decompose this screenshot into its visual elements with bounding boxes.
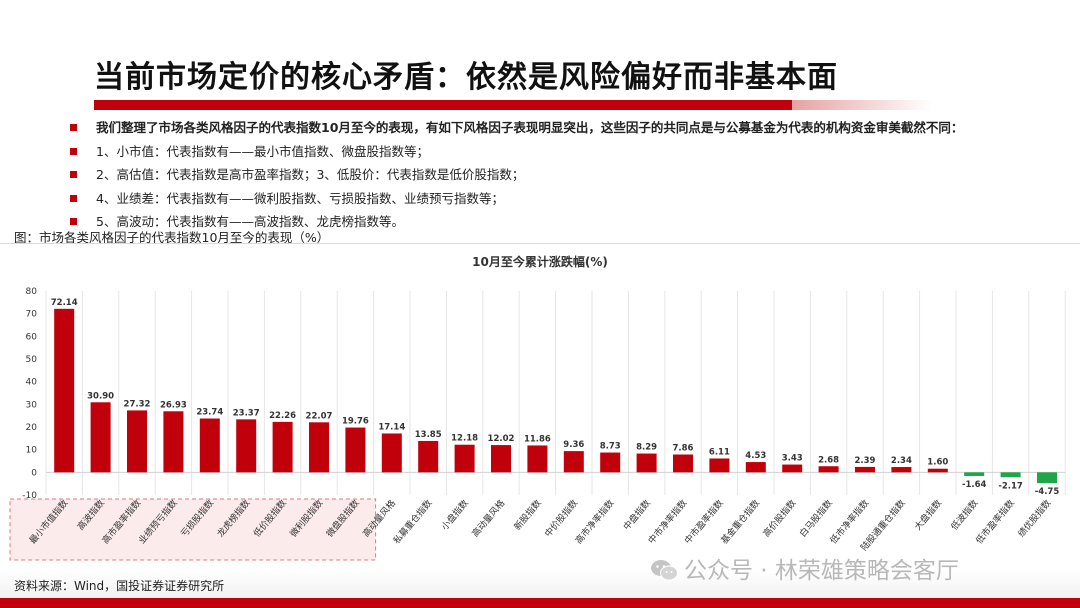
data-label: 8.73 [600, 442, 621, 452]
y-tick-label: -10 [22, 491, 37, 501]
data-label: 27.32 [124, 399, 151, 409]
data-label: 22.07 [306, 411, 333, 421]
bar [309, 422, 329, 473]
bar [527, 445, 548, 473]
bar [236, 419, 257, 473]
bar [782, 464, 803, 473]
x-tick-label: 低波指数 [948, 497, 980, 532]
data-label: 8.29 [636, 443, 657, 453]
bar [600, 452, 621, 473]
bar [127, 410, 147, 473]
x-tick-label: 新股指数 [511, 497, 543, 532]
bar [54, 308, 75, 473]
footer-bar [0, 598, 1080, 608]
data-label: 19.76 [342, 417, 369, 427]
y-tick-label: 40 [26, 378, 38, 388]
bullet-item: 4、业绩差：代表指数有——微利股指数、亏损股指数、业绩预亏指数等； [66, 189, 963, 213]
bar [1037, 472, 1057, 484]
x-tick-label: 白马股指数 [797, 497, 835, 539]
bar [163, 411, 184, 473]
bar [90, 402, 111, 473]
data-label: 22.26 [269, 411, 296, 421]
y-tick-label: 60 [26, 332, 38, 342]
wechat-icon [651, 560, 678, 581]
data-label: 23.74 [196, 408, 223, 418]
bar [199, 418, 220, 473]
data-label: 13.85 [415, 430, 442, 440]
y-tick-label: 20 [26, 423, 38, 433]
figure-caption: 图：市场各类风格因子的代表指数10月至今的表现（%） [14, 230, 330, 245]
bullet-item: 我们整理了市场各类风格因子的代表指数10月至今的表现，有如下风格因子表现明显突出… [66, 118, 963, 142]
data-label: 2.68 [818, 455, 839, 465]
bar [927, 468, 948, 473]
data-label: -2.17 [998, 481, 1023, 491]
x-tick-label: 小盘指数 [439, 497, 471, 532]
y-tick-label: 70 [26, 310, 38, 320]
x-tick-label: 高价股指数 [760, 497, 798, 539]
y-tick-label: 10 [26, 446, 38, 456]
bar [1000, 472, 1021, 478]
data-label: 30.90 [87, 391, 114, 401]
data-label: 17.14 [378, 422, 405, 432]
bar [418, 440, 439, 473]
data-label: -4.75 [1035, 487, 1060, 497]
bullet-item: 5、高波动：代表指数有——高波指数、龙虎榜指数等。 [66, 212, 963, 236]
data-label: 72.14 [51, 298, 78, 308]
data-label: -1.64 [962, 480, 987, 490]
bar [964, 472, 985, 477]
footer-gradient [0, 570, 1080, 598]
highlight-box [9, 498, 377, 561]
chart-container: 10月至今累计涨跌幅(%) 72.14 30.90 27.32 26.93 23.74 2… [0, 243, 1080, 566]
bar-chart: 10月至今累计涨跌幅(%) 72.14 30.90 27.32 26.93 23.74 2… [9, 254, 1066, 561]
data-label: 26.93 [160, 400, 187, 410]
data-label: 3.43 [782, 454, 803, 464]
data-label: 11.86 [524, 434, 551, 444]
chart-title: 10月至今累计涨跌幅(%) [472, 254, 608, 269]
data-label: 23.37 [233, 408, 260, 418]
y-tick-label: 30 [26, 400, 38, 410]
bar [272, 421, 293, 473]
data-label: 2.39 [855, 456, 876, 466]
y-tick-label: 50 [26, 355, 38, 365]
y-tick-label: 0 [31, 468, 37, 478]
data-label: 9.36 [563, 440, 584, 450]
x-tick-label: 绩优股指数 [1015, 497, 1053, 539]
bar [345, 427, 366, 473]
x-tick-label: 中价股指数 [542, 497, 580, 539]
data-label: 12.02 [488, 434, 515, 444]
x-tick-label: 大盘指数 [912, 497, 944, 532]
bullet-item: 1、小市值：代表指数有——最小市值指数、微盘股指数等； [66, 142, 963, 166]
page-title: 当前市场定价的核心矛盾：依然是风险偏好而非基本面 [94, 60, 838, 95]
watermark-text: 公众号 · 林荣雄策略会客厅 [684, 558, 959, 584]
bullet-item: 2、高估值：代表指数是高市盈率指数；3、低股价：代表指数是低价股指数； [66, 165, 963, 189]
x-tick-label: 高动量风格 [469, 497, 507, 539]
bar [636, 453, 657, 473]
data-label: 2.34 [891, 456, 912, 466]
title-underline [94, 100, 792, 110]
data-label: 12.18 [451, 434, 478, 444]
data-label: 7.86 [673, 444, 694, 454]
bar [381, 433, 402, 473]
bar [709, 458, 730, 473]
bar [855, 466, 875, 473]
source-note: 资料来源：Wind，国投证券证券研究所 [14, 579, 225, 593]
bar [563, 451, 584, 473]
bar [818, 466, 839, 473]
x-tick-label: 中盘指数 [621, 497, 653, 532]
data-label: 6.11 [709, 447, 730, 457]
title-underline-fade [792, 100, 932, 110]
bar [745, 462, 766, 473]
y-tick-label: 80 [26, 287, 38, 297]
bar [491, 445, 511, 473]
bar [673, 454, 693, 473]
bullet-list: 我们整理了市场各类风格因子的代表指数10月至今的表现，有如下风格因子表现明显突出… [66, 118, 963, 236]
bar [891, 467, 912, 473]
watermark: 公众号 · 林荣雄策略会客厅 [650, 551, 959, 585]
data-label: 1.60 [927, 458, 948, 468]
data-label: 4.53 [745, 451, 766, 461]
bar [454, 444, 475, 473]
